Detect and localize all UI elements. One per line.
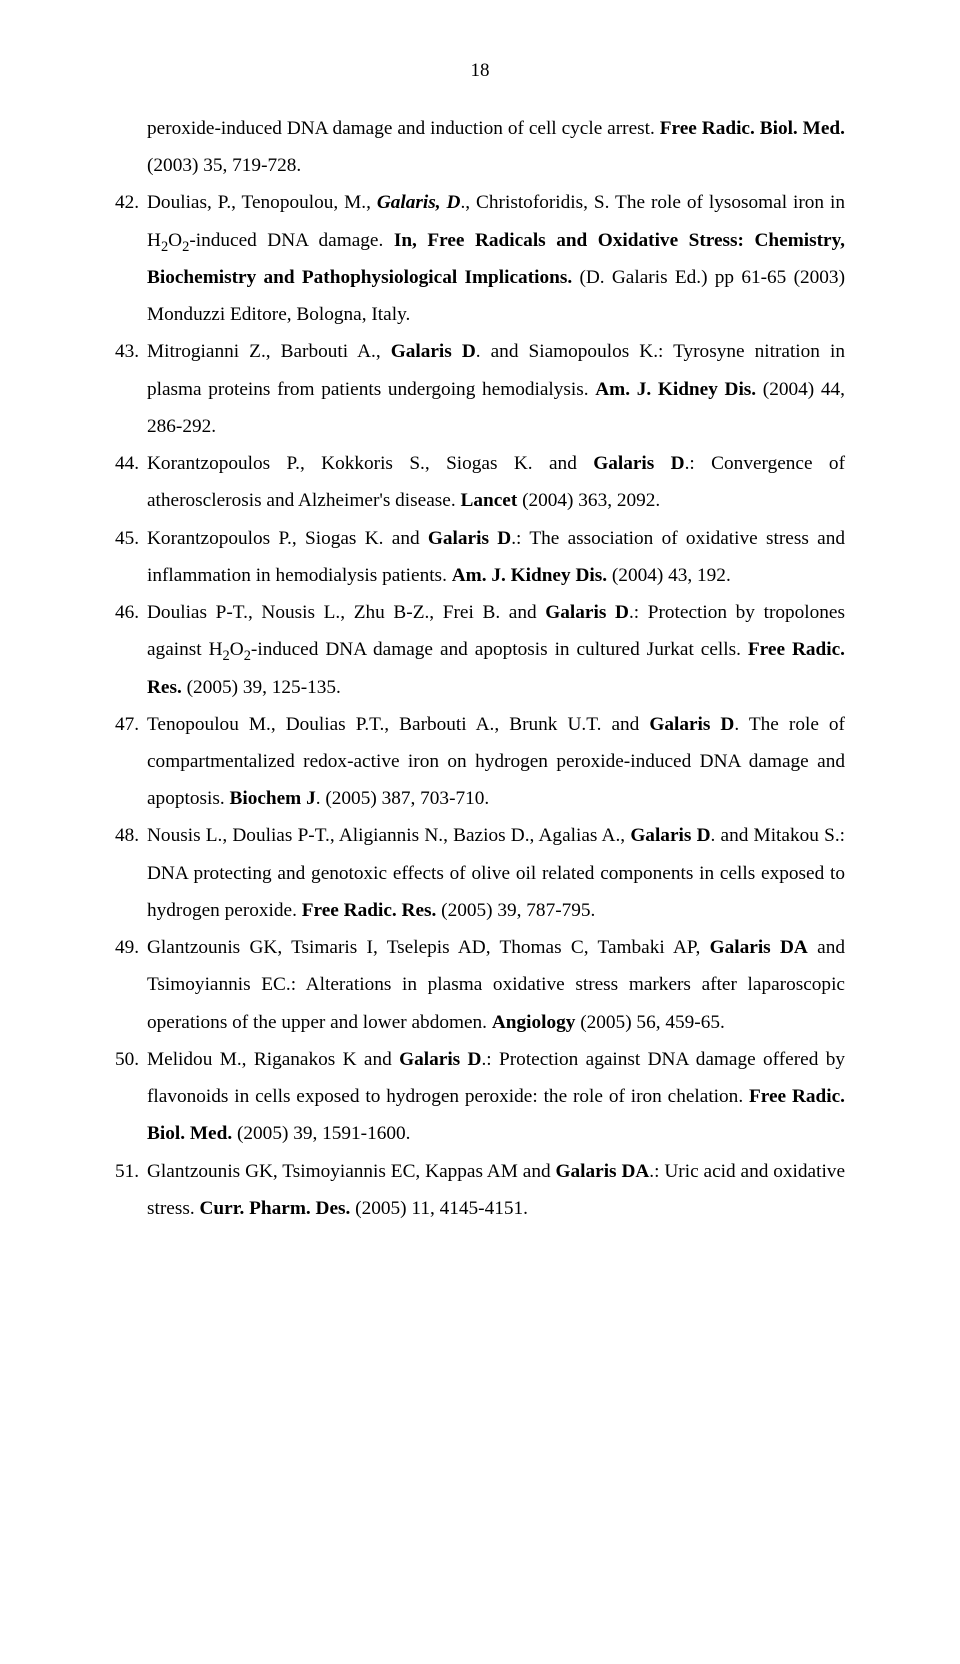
reference-text: Doulias P-T., Nousis L., Zhu B-Z., Frei … [147, 594, 845, 706]
reference-number: 42. [115, 184, 147, 333]
reference-text: Glantzounis GK, Tsimaris I, Tselepis AD,… [147, 929, 845, 1041]
reference-number: 43. [115, 333, 147, 445]
reference-item: 49.Glantzounis GK, Tsimaris I, Tselepis … [115, 929, 845, 1041]
reference-item: 48.Nousis L., Doulias P-T., Aligiannis N… [115, 817, 845, 929]
reference-number: 50. [115, 1041, 147, 1153]
reference-text: Korantzopoulos P., Siogas K. and Galaris… [147, 520, 845, 594]
reference-text: Mitrogianni Z., Barbouti A., Galaris D. … [147, 333, 845, 445]
reference-item: 45.Korantzopoulos P., Siogas K. and Gala… [115, 520, 845, 594]
reference-item: 46.Doulias P-T., Nousis L., Zhu B-Z., Fr… [115, 594, 845, 706]
page-number: 18 [115, 60, 845, 82]
reference-number: 44. [115, 445, 147, 519]
reference-text: Nousis L., Doulias P-T., Aligiannis N., … [147, 817, 845, 929]
reference-number: 46. [115, 594, 147, 706]
reference-item: 47.Tenopoulou M., Doulias P.T., Barbouti… [115, 706, 845, 818]
reference-item: 51.Glantzounis GK, Tsimoyiannis EC, Kapp… [115, 1153, 845, 1227]
reference-item: 50.Melidou M., Riganakos K and Galaris D… [115, 1041, 845, 1153]
reference-continuation: peroxide-induced DNA damage and inductio… [115, 110, 845, 184]
reference-text: Korantzopoulos P., Kokkoris S., Siogas K… [147, 445, 845, 519]
reference-item: 42.Doulias, P., Tenopoulou, M., Galaris,… [115, 184, 845, 333]
reference-number: 51. [115, 1153, 147, 1227]
reference-text: Glantzounis GK, Tsimoyiannis EC, Kappas … [147, 1153, 845, 1227]
reference-list: peroxide-induced DNA damage and inductio… [115, 110, 845, 1227]
reference-number: 47. [115, 706, 147, 818]
page: 18 peroxide-induced DNA damage and induc… [0, 0, 960, 1664]
reference-text: Melidou M., Riganakos K and Galaris D.: … [147, 1041, 845, 1153]
reference-number: 48. [115, 817, 147, 929]
reference-number: 49. [115, 929, 147, 1041]
reference-text: Tenopoulou M., Doulias P.T., Barbouti A.… [147, 706, 845, 818]
reference-item: 43.Mitrogianni Z., Barbouti A., Galaris … [115, 333, 845, 445]
reference-number: 45. [115, 520, 147, 594]
reference-text: Doulias, P., Tenopoulou, M., Galaris, D.… [147, 184, 845, 333]
reference-item: 44.Korantzopoulos P., Kokkoris S., Sioga… [115, 445, 845, 519]
